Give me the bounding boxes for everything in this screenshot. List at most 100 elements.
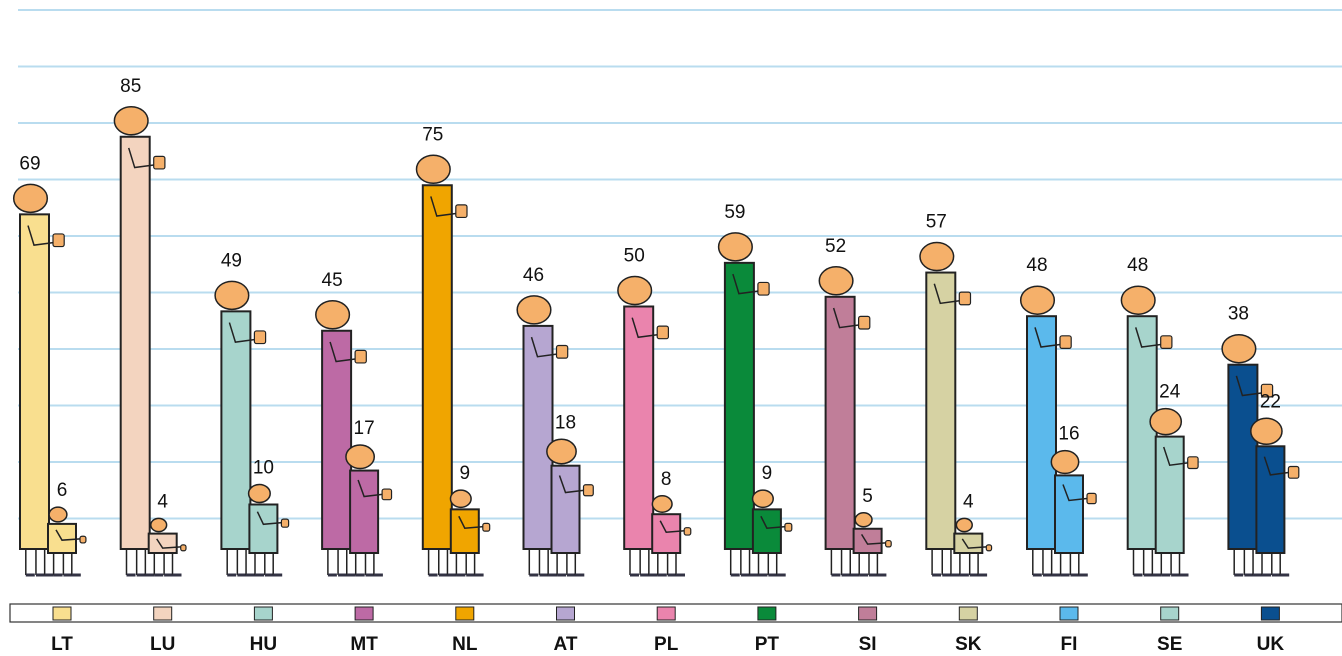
hand xyxy=(1086,492,1097,505)
hand xyxy=(1287,465,1300,479)
value-label: 75 xyxy=(422,124,443,145)
bar xyxy=(550,464,581,555)
bar xyxy=(953,532,984,554)
head xyxy=(854,512,873,528)
value-label: 24 xyxy=(1159,382,1181,403)
hand xyxy=(253,330,267,345)
value-label: 59 xyxy=(724,202,745,223)
legend-swatch xyxy=(556,606,575,621)
bar xyxy=(1255,445,1286,554)
head xyxy=(415,154,451,184)
arm xyxy=(127,147,156,169)
arm xyxy=(832,307,861,329)
x-tick-label: PT xyxy=(755,634,780,655)
hand xyxy=(79,535,87,544)
arm xyxy=(732,273,760,295)
hand xyxy=(555,344,569,359)
hand xyxy=(857,315,871,330)
legend-swatch xyxy=(52,606,72,621)
value-label: 10 xyxy=(253,458,274,479)
bar xyxy=(925,271,957,550)
arm xyxy=(1062,484,1090,502)
arm xyxy=(1235,375,1264,397)
head xyxy=(48,506,68,523)
arm xyxy=(228,322,257,343)
hand xyxy=(884,539,892,548)
x-tick-label: NL xyxy=(452,634,478,655)
hand xyxy=(656,325,670,340)
hand xyxy=(958,291,972,306)
hand xyxy=(582,484,594,497)
arm xyxy=(659,520,687,534)
legend-swatch xyxy=(757,606,777,621)
value-label: 57 xyxy=(926,212,947,233)
legend-swatch xyxy=(1160,606,1180,621)
head xyxy=(12,183,49,214)
bar xyxy=(623,305,655,550)
arm xyxy=(1134,327,1163,348)
bar xyxy=(1126,315,1158,551)
arm xyxy=(256,511,284,526)
arm xyxy=(760,515,787,530)
head xyxy=(651,495,673,513)
head xyxy=(1250,417,1283,446)
bar xyxy=(349,469,380,554)
head xyxy=(247,483,271,504)
arm xyxy=(55,529,83,541)
arm xyxy=(1162,446,1190,467)
value-label: 38 xyxy=(1228,304,1249,325)
value-label: 45 xyxy=(322,270,343,291)
head xyxy=(113,106,149,136)
hand xyxy=(1160,335,1173,349)
head xyxy=(955,517,973,533)
value-label: 48 xyxy=(1127,255,1148,276)
head xyxy=(1019,285,1056,315)
hand xyxy=(1059,335,1072,349)
bar xyxy=(47,522,77,555)
bar xyxy=(852,527,883,554)
head xyxy=(546,438,577,465)
legend-swatch xyxy=(858,606,878,621)
head xyxy=(617,275,653,306)
value-label: 46 xyxy=(523,265,544,286)
x-tick-label: LT xyxy=(51,634,73,655)
bar xyxy=(651,513,682,555)
arm xyxy=(458,515,485,530)
arm xyxy=(156,538,183,549)
value-label: 9 xyxy=(762,463,773,484)
head xyxy=(1221,333,1257,364)
legend-swatch xyxy=(354,606,374,621)
hand xyxy=(455,204,468,219)
head xyxy=(214,280,250,311)
head xyxy=(1050,449,1080,475)
hand xyxy=(180,544,187,552)
arm xyxy=(961,538,989,549)
bar xyxy=(449,508,480,555)
head xyxy=(150,517,168,533)
arm xyxy=(1263,456,1291,476)
value-label: 9 xyxy=(460,463,471,484)
arm xyxy=(430,196,458,217)
x-tick-label: HU xyxy=(250,634,277,655)
value-label: 52 xyxy=(825,236,846,257)
value-label: 49 xyxy=(221,250,242,271)
hand xyxy=(153,155,166,170)
head xyxy=(1149,407,1183,436)
value-label: 69 xyxy=(19,153,40,174)
bar xyxy=(19,213,50,550)
arm xyxy=(933,283,962,305)
head xyxy=(449,489,472,509)
head xyxy=(1120,285,1156,315)
hand xyxy=(1260,383,1274,398)
hand xyxy=(354,349,367,364)
bar xyxy=(220,310,252,550)
x-tick-label: MT xyxy=(350,634,378,655)
value-label: 17 xyxy=(354,418,375,439)
x-tick-label: SI xyxy=(859,634,877,655)
value-label: 50 xyxy=(624,246,645,267)
value-label: 18 xyxy=(555,412,576,433)
x-tick-label: UK xyxy=(1257,634,1285,655)
head xyxy=(919,241,955,272)
arm xyxy=(27,225,56,246)
value-label: 6 xyxy=(57,480,68,501)
